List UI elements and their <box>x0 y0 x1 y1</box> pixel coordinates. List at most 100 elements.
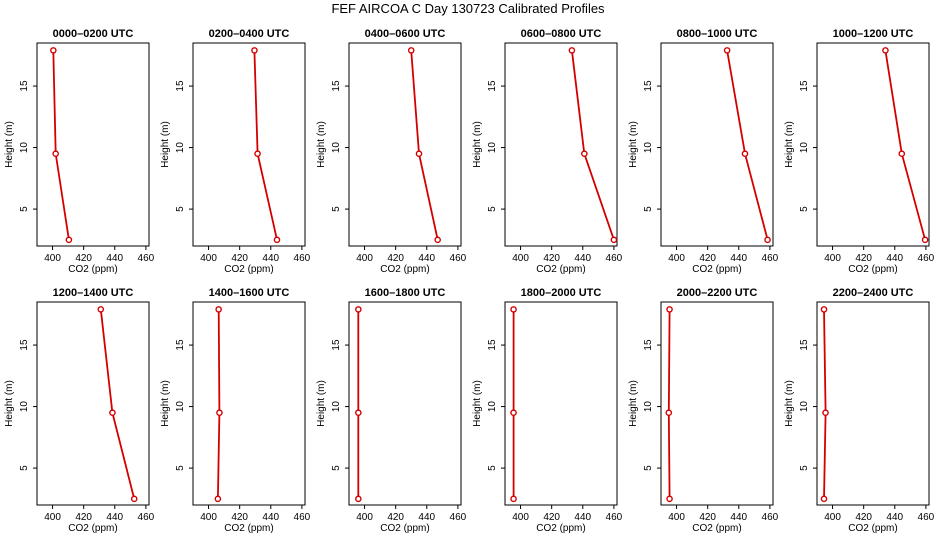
x-tick-label: 420 <box>855 253 872 264</box>
profile-panel: 1200–1400 UTC 400 420 440 460 5 10 15 CO2 (ppm) H… <box>4 287 155 534</box>
co2-profile-line <box>52 50 70 240</box>
x-axis-label: CO2 (ppm) <box>692 264 741 275</box>
x-tick-label: 460 <box>918 512 935 523</box>
y-tick-label: 10 <box>799 401 810 413</box>
panel-title: 0400–0600 UTC <box>365 28 446 40</box>
co2-data-point <box>581 150 588 158</box>
x-tick-label: 440 <box>730 253 747 264</box>
co2-data-point <box>666 306 673 313</box>
plot-frame <box>36 42 150 247</box>
x-tick-label: 400 <box>356 512 373 523</box>
figure-title: FEF AIRCOA C Day 130723 Calibrated Profi… <box>331 1 605 16</box>
profile-panel: 1000–1200 UTC 400 420 440 460 5 10 15 CO2 (ppm) H… <box>784 28 935 275</box>
x-tick-label: 420 <box>543 512 560 523</box>
plot-frame <box>504 301 618 506</box>
x-tick-label: 400 <box>356 253 373 264</box>
profile-panel: 0000–0200 UTC 400 420 440 460 5 10 15 CO2 (ppm) H… <box>4 28 155 275</box>
panel-title: 1400–1600 UTC <box>209 287 290 299</box>
y-tick-label: 5 <box>19 465 30 471</box>
co2-profile-line <box>667 309 671 499</box>
plot-frame <box>816 42 930 247</box>
x-tick-label: 400 <box>200 253 217 264</box>
co2-data-point <box>723 47 731 54</box>
x-axis-label: CO2 (ppm) <box>68 523 117 534</box>
panel-title: 1200–1400 UTC <box>53 287 134 299</box>
y-tick-label: 10 <box>331 401 342 413</box>
x-tick-label: 460 <box>918 253 935 264</box>
y-axis-label: Height (m) <box>4 380 15 427</box>
x-tick-label: 420 <box>387 512 404 523</box>
x-tick-label: 440 <box>730 512 747 523</box>
y-tick-label: 15 <box>331 80 342 92</box>
y-tick-label: 15 <box>487 339 498 351</box>
x-tick-label: 440 <box>106 253 123 264</box>
y-tick-label: 5 <box>487 206 498 212</box>
co2-profile-line <box>410 50 439 240</box>
x-axis-label: CO2 (ppm) <box>380 523 429 534</box>
x-tick-label: 420 <box>231 512 248 523</box>
y-tick-label: 5 <box>331 465 342 471</box>
y-axis-label: Height (m) <box>472 380 483 427</box>
y-tick-label: 10 <box>487 401 498 413</box>
panel-title: 0800–1000 UTC <box>677 28 758 40</box>
x-tick-label: 460 <box>762 512 779 523</box>
co2-data-point <box>355 306 362 313</box>
x-tick-label: 400 <box>200 512 217 523</box>
x-tick-label: 440 <box>262 253 279 264</box>
co2-data-point <box>50 47 57 54</box>
panel-title: 0200–0400 UTC <box>209 28 290 40</box>
co2-data-point <box>820 306 828 313</box>
co2-data-point <box>921 236 929 244</box>
x-axis-label: CO2 (ppm) <box>536 264 585 275</box>
y-axis-label: Height (m) <box>316 380 327 427</box>
x-tick-label: 460 <box>606 253 623 264</box>
co2-profile-line <box>217 309 221 499</box>
x-tick-label: 400 <box>512 253 529 264</box>
x-axis-label: CO2 (ppm) <box>848 523 897 534</box>
x-axis-label: CO2 (ppm) <box>536 523 585 534</box>
y-axis-label: Height (m) <box>784 121 795 168</box>
x-axis-label: CO2 (ppm) <box>224 523 273 534</box>
y-tick-label: 10 <box>487 142 498 154</box>
y-tick-label: 10 <box>19 142 30 154</box>
plot-frame <box>36 301 150 506</box>
x-tick-label: 440 <box>418 512 435 523</box>
y-tick-label: 15 <box>643 80 654 92</box>
plot-frame <box>816 301 930 506</box>
y-tick-label: 15 <box>175 339 186 351</box>
x-tick-label: 460 <box>450 253 467 264</box>
co2-data-point <box>273 236 281 244</box>
x-tick-label: 420 <box>75 253 92 264</box>
profile-panel: 0800–1000 UTC 400 420 440 460 5 10 15 CO2 (ppm) H… <box>628 28 779 275</box>
y-tick-label: 5 <box>799 465 810 471</box>
y-tick-label: 10 <box>19 401 30 413</box>
profile-panel: 0600–0800 UTC 400 420 440 460 5 10 15 CO2 (ppm) H… <box>472 28 623 275</box>
co2-profile-line <box>253 50 278 240</box>
panel-title: 1800–2000 UTC <box>521 287 602 299</box>
co2-profile-line <box>884 50 926 241</box>
co2-data-point <box>510 306 517 313</box>
x-tick-label: 400 <box>824 512 841 523</box>
plot-frame <box>660 42 774 247</box>
x-tick-label: 440 <box>262 512 279 523</box>
co2-data-point <box>215 306 222 313</box>
x-tick-label: 440 <box>106 512 123 523</box>
x-axis-label: CO2 (ppm) <box>224 264 273 275</box>
co2-data-point <box>52 150 59 158</box>
y-tick-label: 10 <box>331 142 342 154</box>
y-tick-label: 15 <box>487 80 498 92</box>
co2-profile-line <box>726 50 769 241</box>
co2-data-point <box>820 495 828 503</box>
co2-data-point <box>355 409 362 417</box>
co2-data-point <box>665 409 673 417</box>
x-tick-label: 400 <box>668 512 685 523</box>
y-tick-label: 15 <box>799 80 810 92</box>
panel-grid: 0000–0200 UTC 400 420 440 460 5 10 15 CO2 (ppm) H… <box>4 28 935 534</box>
co2-data-point <box>764 236 771 244</box>
x-tick-label: 440 <box>886 512 903 523</box>
x-tick-label: 420 <box>699 512 716 523</box>
co2-data-point <box>510 495 517 503</box>
y-tick-label: 5 <box>175 206 186 212</box>
x-tick-label: 460 <box>294 253 311 264</box>
co2-profile-line <box>823 309 827 499</box>
